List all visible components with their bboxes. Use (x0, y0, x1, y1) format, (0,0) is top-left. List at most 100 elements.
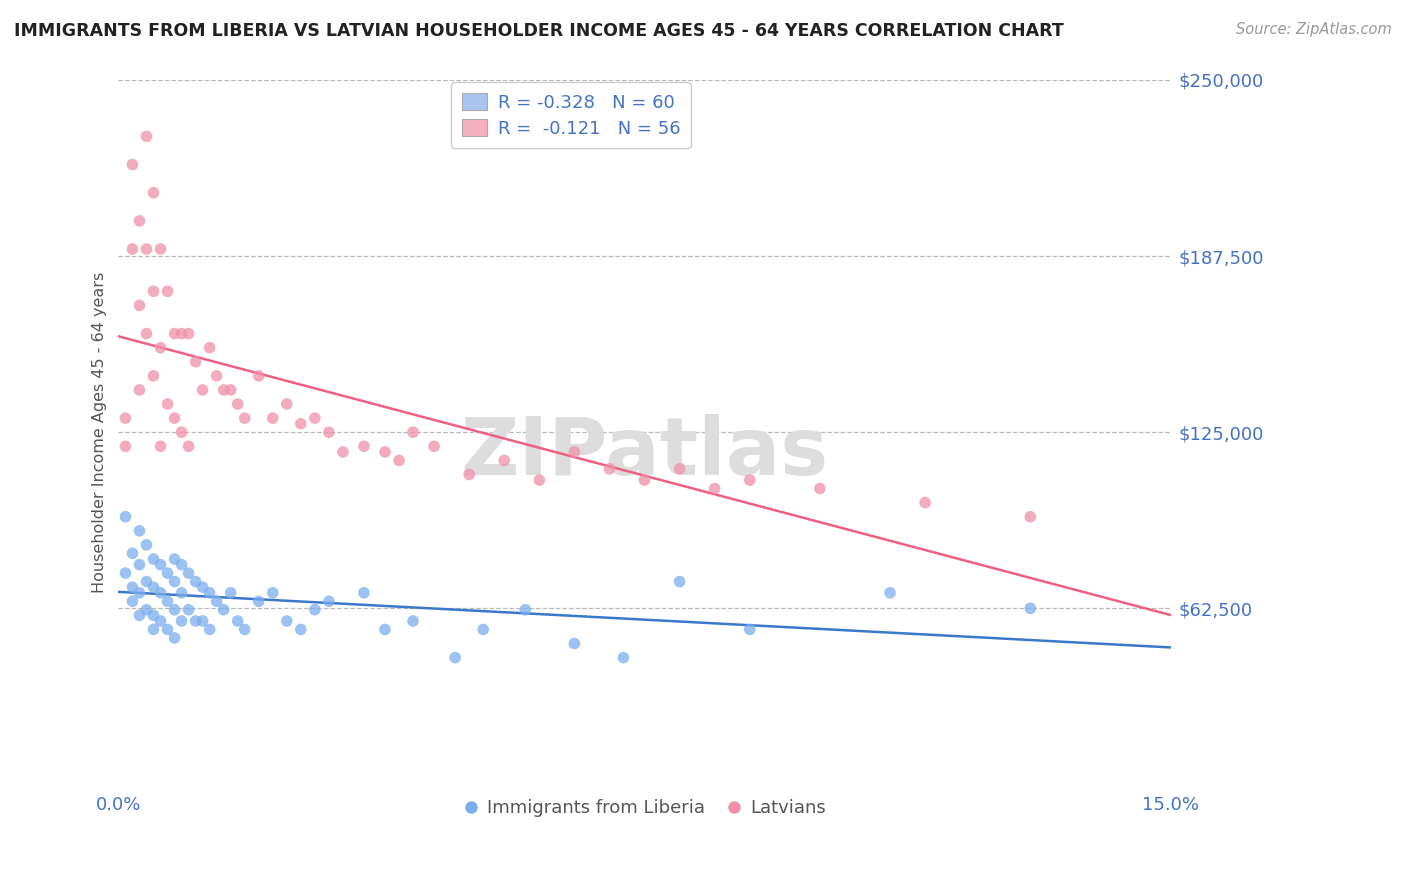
Point (142, 368, 165, 383)
Point (121, 580, 143, 594)
Point (515, 603, 537, 617)
Point (402, 614, 425, 628)
Point (633, 473, 655, 487)
Point (114, 566, 136, 580)
Point (149, 439, 172, 453)
Point (353, 586, 375, 600)
Point (114, 439, 136, 453)
Point (564, 636, 586, 650)
Point (177, 439, 200, 453)
Point (128, 586, 150, 600)
Point (170, 614, 193, 628)
Point (262, 411, 284, 425)
Point (290, 623, 312, 637)
Point (304, 411, 326, 425)
Point (703, 482, 725, 496)
Point (128, 298, 150, 312)
Point (212, 603, 235, 617)
Point (135, 603, 157, 617)
Point (121, 546, 143, 560)
Point (529, 473, 551, 487)
Point (135, 326, 157, 341)
Point (191, 614, 214, 628)
Point (121, 242, 143, 256)
Point (198, 623, 221, 637)
Point (276, 614, 298, 628)
Point (304, 603, 326, 617)
Point (1019, 509, 1042, 524)
Point (276, 397, 298, 411)
Point (163, 631, 186, 645)
Point (163, 552, 186, 566)
Point (290, 417, 312, 431)
Point (444, 650, 467, 665)
Point (219, 383, 242, 397)
Point (808, 482, 831, 496)
Point (191, 383, 214, 397)
Point (262, 586, 284, 600)
Point (247, 368, 270, 383)
Point (135, 129, 157, 144)
Point (318, 425, 340, 440)
Point (156, 566, 179, 580)
Point (402, 425, 425, 440)
Point (170, 586, 193, 600)
Point (177, 566, 200, 580)
Point (142, 608, 165, 623)
Point (142, 285, 165, 299)
Point (170, 326, 193, 341)
Point (121, 157, 143, 171)
Point (114, 509, 136, 524)
Point (612, 650, 634, 665)
Point (170, 425, 193, 440)
Point (156, 623, 179, 637)
Point (177, 603, 200, 617)
Point (128, 608, 150, 623)
Point (177, 326, 200, 341)
Point (184, 355, 207, 369)
Point (149, 341, 172, 355)
Text: Source: ZipAtlas.com: Source: ZipAtlas.com (1236, 22, 1392, 37)
Point (226, 614, 249, 628)
Point (149, 614, 172, 628)
Point (142, 186, 165, 200)
Point (332, 445, 354, 459)
Point (128, 524, 150, 538)
Point (128, 214, 150, 228)
Point (212, 383, 235, 397)
Point (198, 586, 221, 600)
Point (233, 411, 256, 425)
Point (156, 594, 179, 608)
Point (128, 383, 150, 397)
Point (191, 580, 214, 594)
Point (564, 445, 586, 459)
Point (423, 439, 446, 453)
Point (163, 603, 186, 617)
Point (458, 467, 481, 482)
Point (472, 623, 495, 637)
Point (142, 580, 165, 594)
Point (233, 623, 256, 637)
Point (668, 462, 690, 476)
Point (318, 594, 340, 608)
Point (184, 574, 207, 589)
Text: IMMIGRANTS FROM LIBERIA VS LATVIAN HOUSEHOLDER INCOME AGES 45 - 64 YEARS CORRELA: IMMIGRANTS FROM LIBERIA VS LATVIAN HOUSE… (14, 22, 1064, 40)
Point (914, 496, 936, 510)
Point (149, 558, 172, 572)
Point (738, 623, 761, 637)
Point (184, 614, 207, 628)
Y-axis label: Householder Income Ages 45 - 64 years: Householder Income Ages 45 - 64 years (93, 271, 107, 593)
Point (163, 411, 186, 425)
Point (738, 473, 761, 487)
Point (598, 462, 620, 476)
Point (247, 594, 270, 608)
Point (156, 397, 179, 411)
Point (374, 445, 396, 459)
Point (374, 623, 396, 637)
Point (388, 453, 411, 467)
Point (121, 594, 143, 608)
Point (668, 574, 690, 589)
Point (353, 439, 375, 453)
Point (205, 368, 228, 383)
Point (226, 397, 249, 411)
